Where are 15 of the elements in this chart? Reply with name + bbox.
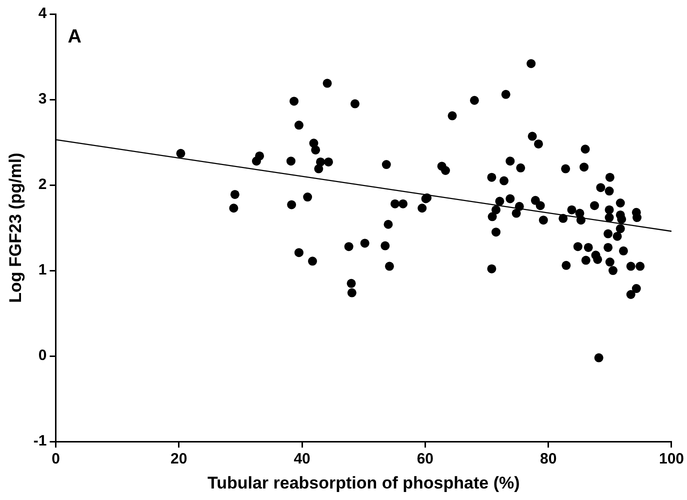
x-tick-label: 40 (294, 450, 310, 468)
annotation: A (68, 26, 82, 48)
x-tick-label: 100 (658, 450, 684, 468)
x-tick-label: 0 (52, 450, 60, 468)
x-tick-label: 20 (170, 450, 188, 468)
y-tick-label: 2 (38, 176, 47, 194)
y-tick-label: 0 (38, 347, 47, 364)
y-axis-title: Log FGF23 (pg/ml) (6, 152, 25, 303)
x-axis-title: Tubular reabsorption of phosphate (%) (207, 473, 520, 492)
y-tick-label: 4 (38, 5, 48, 22)
y-tick-label: -1 (33, 432, 47, 450)
x-tick-label: 60 (416, 450, 434, 468)
y-tick-label: 3 (38, 90, 47, 108)
y-tick-label: 1 (38, 262, 47, 279)
x-tick-label: 80 (540, 450, 557, 468)
